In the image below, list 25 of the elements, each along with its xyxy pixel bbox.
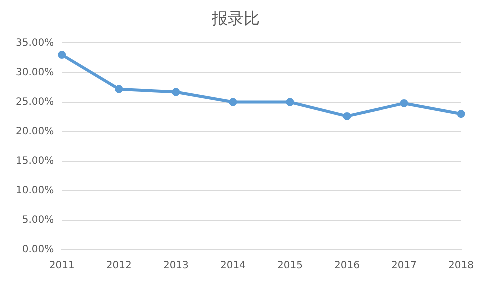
y-tick-label: 35.00% — [16, 38, 54, 49]
x-tick-label: 2014 — [220, 260, 246, 272]
x-tick-label: 2013 — [163, 260, 189, 272]
point — [343, 112, 352, 120]
point — [172, 88, 180, 96]
point — [457, 110, 466, 118]
x-tick-label: 2012 — [106, 260, 132, 272]
x-tick-label: 2011 — [49, 260, 75, 272]
y-tick-label: 15.00% — [16, 156, 54, 167]
y-tick-label: 5.00% — [22, 215, 54, 226]
x-tick-label: 2015 — [277, 260, 303, 272]
point — [400, 99, 408, 108]
y-tick-label: 30.00% — [16, 67, 54, 78]
x-tick-label: 2017 — [392, 260, 417, 272]
chart-title: 报录比 — [211, 8, 260, 28]
point — [286, 98, 294, 106]
x-tick-label: 2018 — [448, 260, 474, 272]
y-tick-label: 0.00% — [22, 244, 54, 256]
point — [58, 51, 66, 60]
y-tick-label: 10.00% — [16, 186, 54, 197]
point — [229, 98, 238, 106]
point — [115, 85, 124, 94]
y-tick-label: 25.00% — [16, 96, 54, 108]
x-tick-label: 2016 — [334, 260, 360, 272]
y-tick-label: 20.00% — [16, 126, 54, 138]
